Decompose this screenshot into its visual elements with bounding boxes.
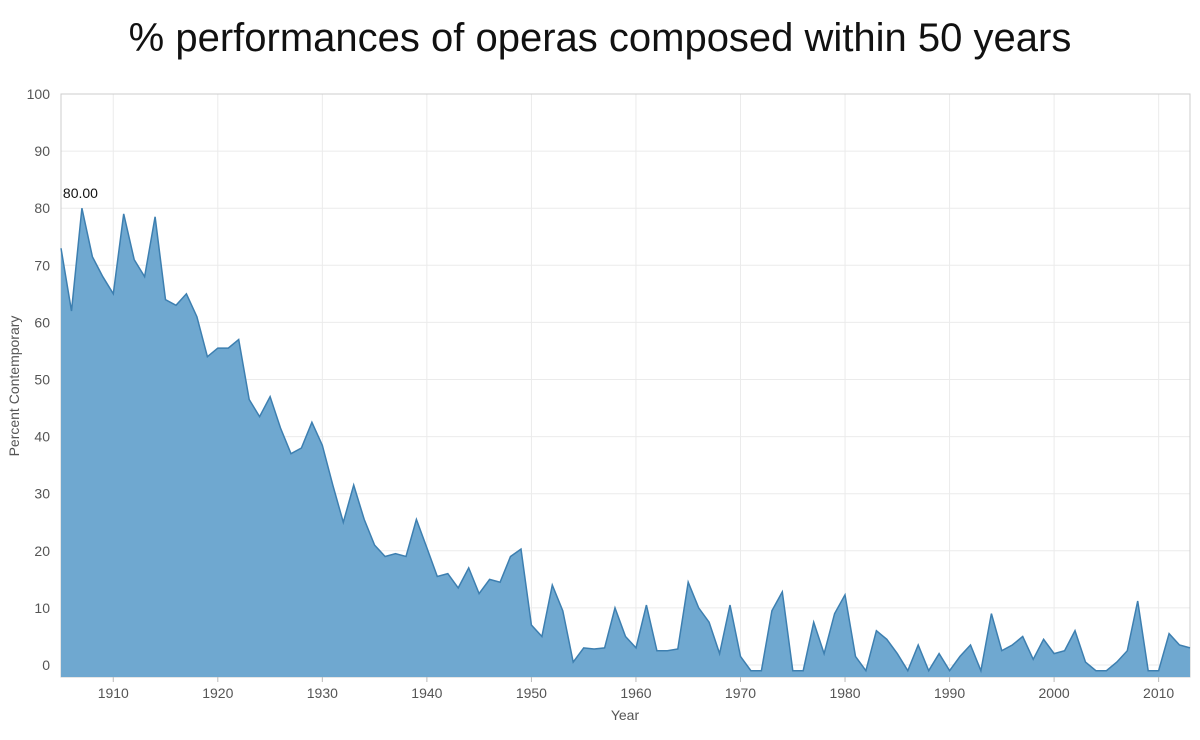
y-tick-label: 30 <box>34 486 50 502</box>
x-tick-label: 1910 <box>98 685 129 701</box>
chart-title: % performances of operas composed within… <box>128 16 1072 60</box>
y-tick-label: 70 <box>34 257 50 273</box>
y-tick-label: 60 <box>34 314 50 330</box>
x-tick-label: 1990 <box>934 685 965 701</box>
area-series <box>61 208 1190 677</box>
x-tick-label: 1940 <box>411 685 442 701</box>
x-tick-label: 1930 <box>307 685 338 701</box>
x-axis-label: Year <box>611 707 640 723</box>
x-tick-label: 2010 <box>1143 685 1174 701</box>
x-tick-label: 1950 <box>516 685 547 701</box>
y-tick-label: 100 <box>27 86 51 102</box>
x-axis-ticks: 1910 1920 1930 1940 1950 1960 1970 1980 1990 2000… <box>98 677 1174 701</box>
y-tick-label: 50 <box>34 372 50 388</box>
y-tick-label: 10 <box>34 600 50 616</box>
y-axis-label: Percent Contemporary <box>6 316 22 457</box>
y-tick-label: 20 <box>34 543 50 559</box>
y-tick-label: 0 <box>42 657 50 673</box>
x-tick-label: 1960 <box>620 685 651 701</box>
peak-data-label: 80.00 <box>63 185 98 201</box>
y-axis-ticks: 0 10 20 30 40 50 60 70 80 90 100 <box>27 86 51 673</box>
x-tick-label: 1920 <box>202 685 233 701</box>
x-tick-label: 1970 <box>725 685 756 701</box>
y-tick-label: 90 <box>34 143 50 159</box>
y-tick-label: 40 <box>34 429 50 445</box>
x-tick-label: 2000 <box>1039 685 1070 701</box>
series-line <box>60 208 1191 674</box>
x-tick-label: 1980 <box>829 685 860 701</box>
y-tick-label: 80 <box>34 200 50 216</box>
